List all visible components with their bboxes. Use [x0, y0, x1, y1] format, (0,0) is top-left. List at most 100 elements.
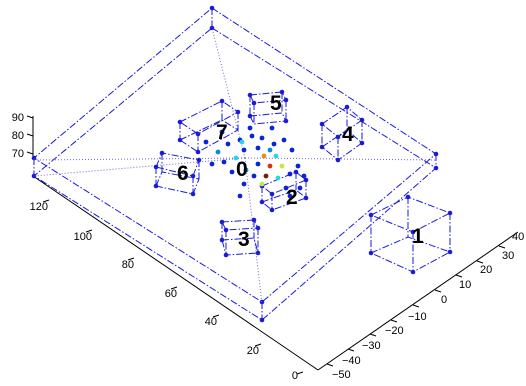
z-tick-mark — [26, 151, 34, 155]
y-tick-label: −20 — [385, 325, 404, 337]
box-corner-point — [447, 210, 453, 216]
data-point — [283, 185, 289, 191]
box-corner-point — [153, 164, 159, 170]
data-point — [241, 147, 247, 153]
data-point — [287, 171, 293, 177]
box-corner-point — [190, 191, 196, 197]
box-top — [179, 100, 239, 135]
sensor-box-6 — [153, 150, 202, 197]
box-corner-point — [255, 250, 261, 256]
box-corner-point — [219, 98, 225, 104]
box-corner-point — [247, 113, 253, 119]
x-tick-mark — [212, 314, 220, 318]
y-tick-mark — [369, 333, 377, 337]
sensor-box-1 — [368, 194, 453, 275]
sight-line — [33, 157, 246, 161]
x-tick-mark — [296, 371, 304, 375]
box-corner-point — [335, 157, 341, 163]
y-tick-label: −30 — [362, 340, 381, 352]
sensor-box-7 — [177, 98, 241, 155]
sight-lines — [33, 27, 437, 305]
box-corner-point — [283, 118, 289, 124]
y-axis-line — [317, 231, 519, 371]
data-point — [269, 125, 275, 131]
x-tick-mark — [127, 257, 135, 261]
data-point — [237, 193, 243, 199]
sensor-box-3 — [219, 217, 261, 258]
box-bottom — [260, 189, 308, 211]
room-corner-point — [209, 5, 215, 11]
y-tick-mark — [326, 363, 334, 367]
sight-line — [244, 157, 263, 305]
node-labels: 0 1 2 3 4 5 6 7 — [177, 92, 424, 251]
data-point — [275, 175, 281, 181]
box-corner-point — [190, 173, 196, 179]
data-point — [221, 159, 227, 165]
box-corner-point — [410, 229, 416, 235]
room-corner-point — [31, 173, 37, 179]
box-corner-point — [410, 269, 416, 275]
box-corner-point — [335, 134, 341, 140]
x-tick-label: 20 — [247, 345, 259, 357]
data-point — [261, 153, 267, 159]
box-bottom — [369, 236, 452, 273]
data-point — [247, 125, 253, 131]
box-corner-point — [405, 194, 411, 200]
box-corner-point — [153, 183, 159, 189]
z-tick-label: 80 — [12, 130, 24, 142]
box-corner-point — [219, 237, 225, 243]
y-tick-label: 40 — [512, 231, 524, 243]
sight-line — [211, 27, 246, 159]
data-point — [229, 169, 235, 175]
node-label-1: 1 — [412, 225, 424, 248]
box-top — [261, 171, 307, 195]
box-top — [369, 196, 452, 233]
x-tick-label: 100 — [74, 231, 92, 243]
data-point — [263, 173, 269, 179]
box-corner-point — [359, 140, 365, 146]
box-bottom — [178, 119, 239, 153]
room-corner-point — [259, 317, 265, 323]
box-corner-point — [359, 117, 365, 123]
box-corner-point — [293, 169, 299, 175]
y-tick-label: 30 — [502, 250, 514, 262]
room-corner-point — [209, 25, 215, 31]
box-corner-point — [344, 104, 350, 110]
sight-line — [33, 157, 246, 177]
box-corner-point — [319, 144, 325, 150]
box-corner-point — [368, 250, 374, 256]
room-top-outline — [33, 7, 437, 303]
x-tick-label: 120 — [30, 201, 48, 213]
box-corner-point — [283, 97, 289, 103]
data-point — [209, 161, 215, 167]
z-tick-mark — [26, 133, 34, 137]
data-point — [225, 141, 231, 147]
axes — [32, 116, 519, 371]
z-axis-ticks: 90 80 70 — [12, 112, 34, 160]
x-tick-label: 40 — [205, 316, 217, 328]
y-tick-mark — [498, 245, 506, 249]
x-tick-label: 0 — [292, 370, 298, 381]
y-tick-label: 20 — [480, 264, 492, 276]
x-tick-label: 60 — [165, 288, 177, 300]
y-tick-label: 10 — [459, 279, 471, 291]
sensor-box-4 — [319, 104, 365, 163]
node-label-4: 4 — [342, 123, 354, 146]
box-corner-point — [319, 121, 325, 127]
x-axis-ticks: 120 100 80 60 40 20 0 — [30, 199, 304, 382]
data-point — [289, 147, 295, 153]
data-point — [259, 135, 265, 141]
data-point — [233, 155, 239, 161]
box-corner-point — [279, 89, 285, 95]
box-corner-point — [247, 92, 253, 98]
sight-line — [244, 157, 437, 161]
room-corner-point — [31, 155, 37, 161]
data-point — [243, 167, 249, 173]
data-point — [301, 173, 307, 179]
box-corner-point — [196, 157, 202, 163]
box-corner-point — [159, 150, 165, 156]
data-point — [251, 173, 257, 179]
box-corner-point — [195, 149, 201, 155]
z-tick-mark — [26, 115, 34, 119]
